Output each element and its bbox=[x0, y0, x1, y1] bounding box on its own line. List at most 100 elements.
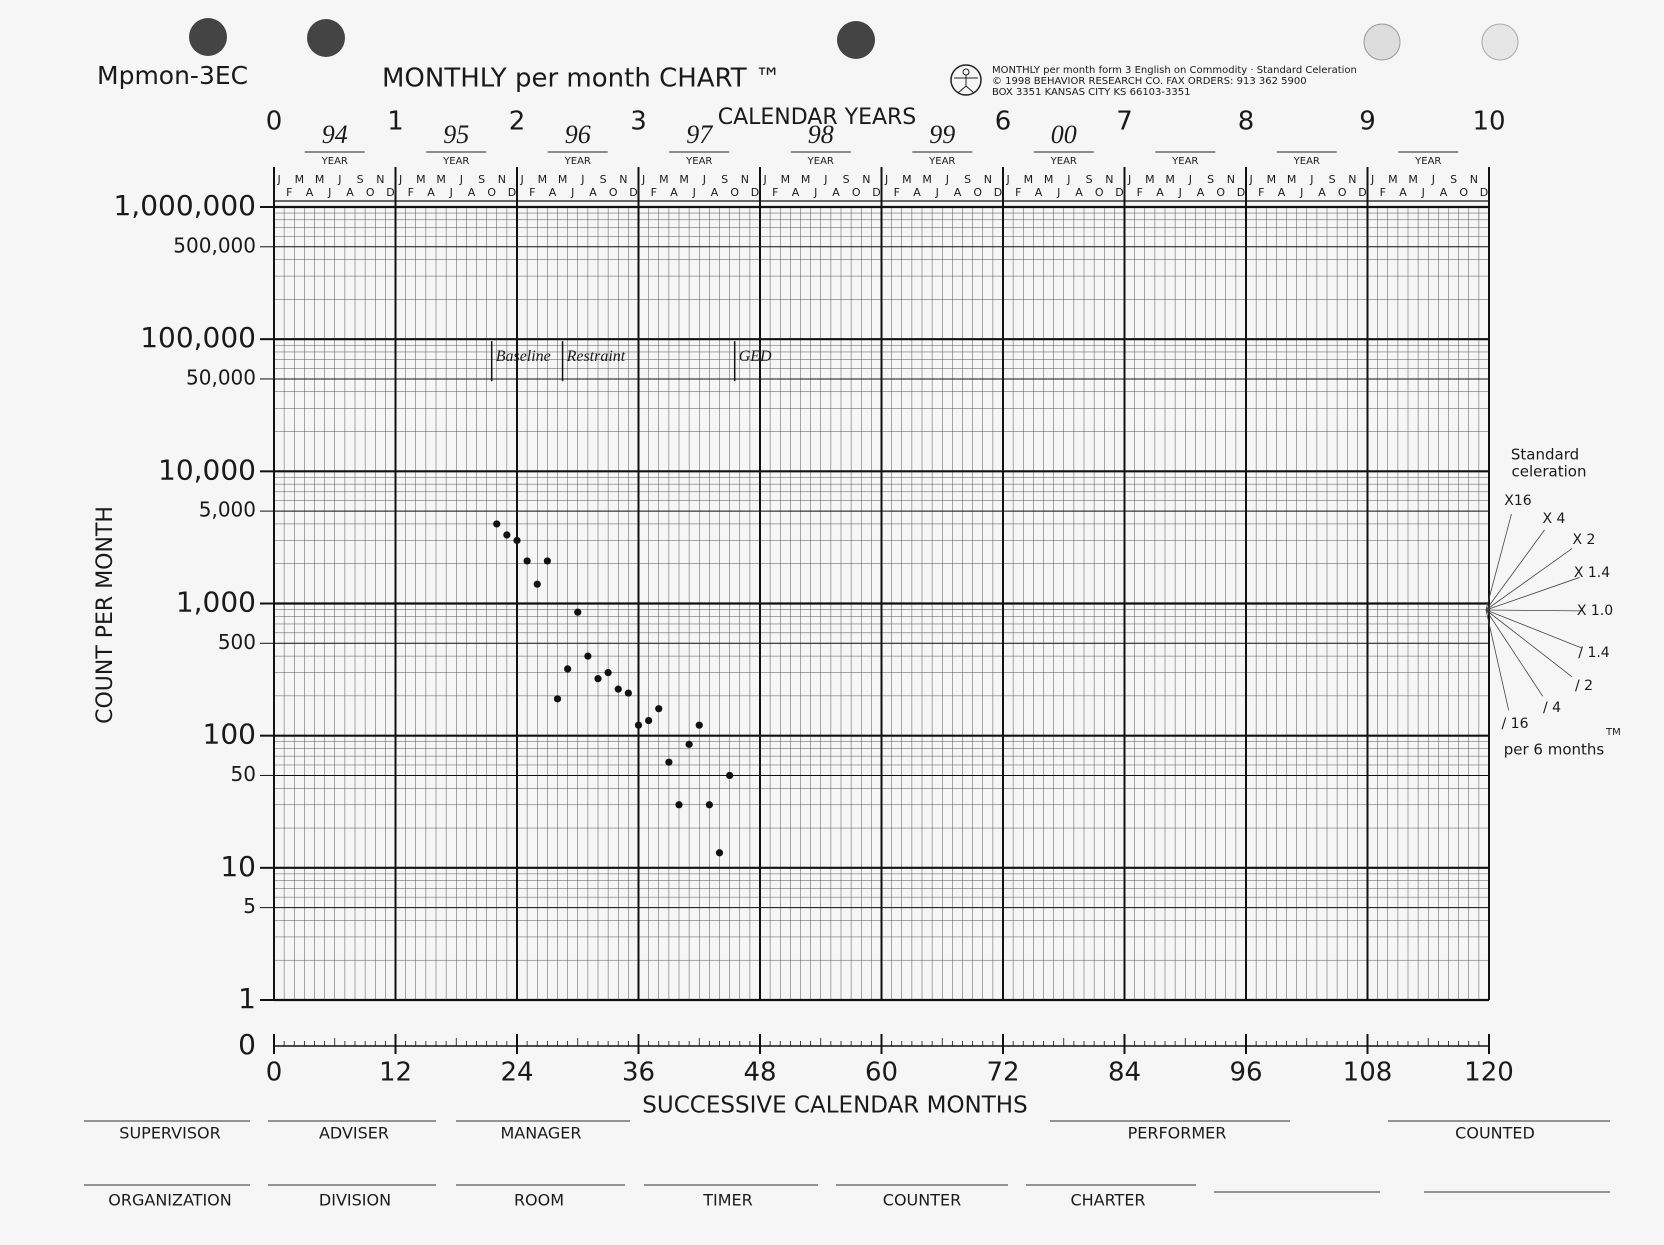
y-tick-label: 1 bbox=[238, 982, 256, 1015]
data-point bbox=[655, 705, 663, 713]
month-letter: S bbox=[478, 173, 485, 186]
celeration-label: X16 bbox=[1504, 493, 1531, 509]
footer-label: ROOM bbox=[514, 1191, 564, 1210]
month-letter: M bbox=[659, 173, 669, 186]
year-label: YEAR bbox=[1414, 156, 1441, 167]
plot: Baseline Restraint GED X16 X 4 X 2 X 1.4 X 1.0 /… bbox=[490, 341, 1621, 857]
month-letter: M bbox=[1408, 173, 1418, 186]
month-letter: M bbox=[1024, 173, 1034, 186]
footer-label: COUNTED bbox=[1455, 1124, 1535, 1143]
month-letter: A bbox=[832, 186, 840, 199]
data-point bbox=[564, 665, 572, 673]
month-letter: J bbox=[702, 173, 706, 186]
logo-ring bbox=[950, 64, 982, 96]
month-letter: D bbox=[1115, 186, 1123, 199]
month-letter: A bbox=[1197, 186, 1205, 199]
celeration-title: Standard bbox=[1511, 446, 1579, 464]
month-letter: F bbox=[1015, 186, 1021, 199]
celeration-title: celeration bbox=[1512, 463, 1587, 481]
celeration-label: X 1.0 bbox=[1577, 603, 1613, 619]
month-letter: S bbox=[1450, 173, 1457, 186]
month-letter: M bbox=[436, 173, 446, 186]
data-point bbox=[523, 557, 531, 565]
footer-label: ADVISER bbox=[319, 1124, 389, 1143]
month-letter: M bbox=[922, 173, 932, 186]
data-point bbox=[675, 801, 683, 809]
month-letter: J bbox=[398, 173, 402, 186]
x-tick-label: 108 bbox=[1343, 1058, 1393, 1088]
punch-hole bbox=[1481, 23, 1519, 61]
x-tick-label: 36 bbox=[622, 1058, 655, 1088]
month-letter: J bbox=[763, 173, 767, 186]
y-tick-label: 1,000,000 bbox=[113, 189, 256, 222]
month-letter: S bbox=[600, 173, 607, 186]
x-tick-label: 84 bbox=[1108, 1058, 1141, 1088]
month-letter: M bbox=[781, 173, 791, 186]
month-letter: A bbox=[346, 186, 354, 199]
celeration-label: X 4 bbox=[1543, 511, 1566, 527]
y-tick-label: 10 bbox=[220, 850, 256, 883]
month-letter: A bbox=[711, 186, 719, 199]
punch-hole bbox=[1363, 23, 1401, 61]
month-letter: A bbox=[549, 186, 557, 199]
month-letter: A bbox=[589, 186, 597, 199]
month-letter: J bbox=[1421, 186, 1425, 199]
celeration-label: X 2 bbox=[1573, 532, 1596, 548]
month-letter: M bbox=[1287, 173, 1297, 186]
y-tick-label: 500,000 bbox=[173, 233, 256, 257]
celeration-label: / 1.4 bbox=[1578, 645, 1610, 661]
month-letter: J bbox=[1370, 173, 1374, 186]
month-letter: J bbox=[641, 173, 645, 186]
month-letter: M bbox=[538, 173, 548, 186]
year-entry: 96 bbox=[565, 120, 591, 149]
month-letter: J bbox=[1127, 173, 1131, 186]
month-letter: J bbox=[449, 186, 453, 199]
y-tick-label: 10,000 bbox=[158, 453, 256, 486]
celeration-label: / 4 bbox=[1543, 700, 1561, 716]
month-letter: M bbox=[801, 173, 811, 186]
logo-figure bbox=[954, 75, 978, 94]
month-letter: D bbox=[872, 186, 880, 199]
year-entry: 99 bbox=[929, 120, 955, 149]
footer-label: DIVISION bbox=[319, 1191, 391, 1210]
footer-label: PERFORMER bbox=[1128, 1124, 1227, 1143]
celeration-mark: TM bbox=[1605, 727, 1621, 738]
footer-label: COUNTER bbox=[883, 1191, 961, 1210]
month-letter: J bbox=[459, 173, 463, 186]
month-letter: N bbox=[376, 173, 384, 186]
celeration-ray bbox=[1485, 609, 1582, 649]
month-letter: N bbox=[984, 173, 992, 186]
data-point bbox=[533, 580, 541, 588]
x-tick-label: 120 bbox=[1464, 1058, 1514, 1088]
month-letter: N bbox=[619, 173, 627, 186]
month-letter: S bbox=[357, 173, 364, 186]
year-number: 0 bbox=[266, 107, 283, 137]
year-entry: 94 bbox=[322, 120, 348, 149]
month-letter: A bbox=[427, 186, 435, 199]
footer-label: MANAGER bbox=[500, 1124, 581, 1143]
month-letter: J bbox=[277, 173, 281, 186]
month-letter: J bbox=[1431, 173, 1435, 186]
celeration-ray bbox=[1485, 577, 1580, 611]
data-point bbox=[645, 717, 653, 725]
year-label: YEAR bbox=[1050, 156, 1077, 167]
year-number: 2 bbox=[509, 107, 526, 137]
year-number: 8 bbox=[1238, 107, 1255, 137]
month-letter: F bbox=[286, 186, 292, 199]
month-letter: J bbox=[1309, 173, 1313, 186]
year-label: YEAR bbox=[442, 156, 469, 167]
celeration-ray bbox=[1485, 529, 1545, 611]
month-letter: J bbox=[692, 186, 696, 199]
month-letter: M bbox=[1044, 173, 1054, 186]
month-letter: J bbox=[1056, 186, 1060, 199]
month-letter: N bbox=[498, 173, 506, 186]
month-letter: J bbox=[570, 186, 574, 199]
x-tick-label: 0 bbox=[266, 1058, 283, 1088]
month-letter: O bbox=[366, 186, 375, 199]
data-point bbox=[553, 695, 562, 703]
month-letter: M bbox=[1388, 173, 1398, 186]
month-letter: A bbox=[1075, 186, 1083, 199]
year-label: YEAR bbox=[807, 156, 834, 167]
year-label: YEAR bbox=[928, 156, 955, 167]
